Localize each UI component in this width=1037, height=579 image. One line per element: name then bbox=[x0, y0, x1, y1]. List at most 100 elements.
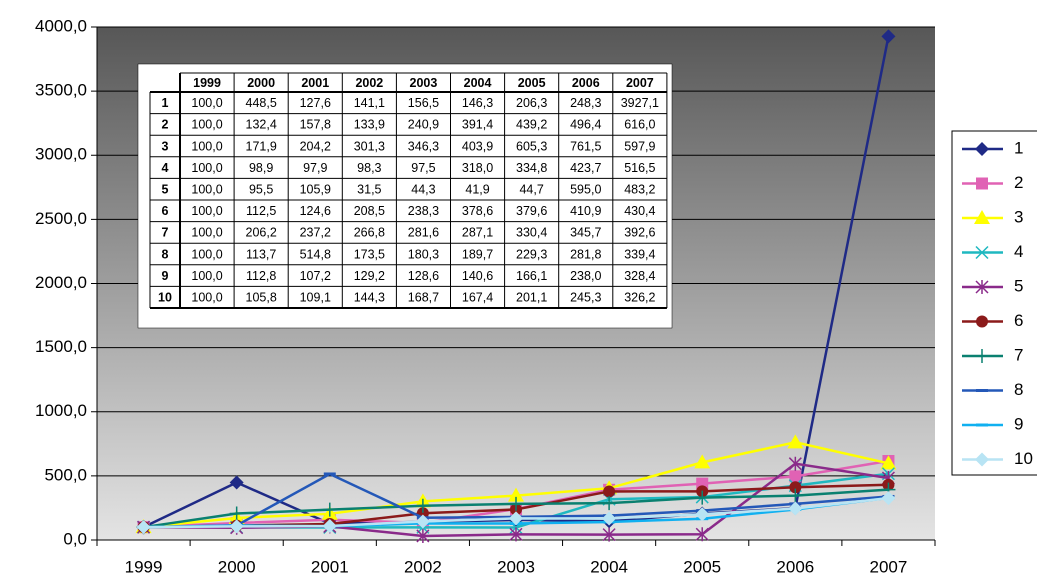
table-cell: 97,5 bbox=[411, 161, 435, 175]
table-cell: 392,6 bbox=[624, 226, 655, 240]
x-tick-label: 1999 bbox=[125, 557, 163, 576]
table-cell: 105,8 bbox=[246, 290, 277, 304]
legend-label: 3 bbox=[1014, 207, 1023, 226]
table-cell: 597,9 bbox=[624, 139, 655, 153]
data-point bbox=[229, 475, 244, 490]
data-point bbox=[136, 520, 151, 535]
data-point bbox=[603, 485, 616, 498]
table-cell: 378,6 bbox=[462, 204, 493, 218]
table-cell: 100,0 bbox=[191, 269, 222, 283]
table-cell: 105,9 bbox=[300, 182, 331, 196]
data-point bbox=[602, 527, 616, 542]
table-cell: 167,4 bbox=[462, 290, 493, 304]
table-cell: 112,5 bbox=[246, 204, 276, 218]
data-point bbox=[508, 487, 524, 502]
table-cell: 44,7 bbox=[519, 182, 543, 196]
table-cell: 201,1 bbox=[516, 290, 547, 304]
y-tick-label: 2500,0 bbox=[35, 209, 87, 228]
table-cell: 287,1 bbox=[462, 226, 493, 240]
legend-marker bbox=[976, 315, 988, 328]
table-cell: 171,9 bbox=[246, 139, 277, 153]
legend-label: 1 bbox=[1014, 138, 1023, 157]
y-tick-label: 4000,0 bbox=[35, 16, 87, 35]
data-point bbox=[229, 519, 244, 534]
legend-label: 4 bbox=[1014, 242, 1023, 261]
table-cell: 483,2 bbox=[624, 182, 655, 196]
table-cell: 326,2 bbox=[624, 290, 655, 304]
table-cell: 206,3 bbox=[516, 96, 547, 110]
table-cell: 41,9 bbox=[465, 182, 489, 196]
table-row-label: 1 bbox=[162, 96, 169, 110]
data-point bbox=[509, 511, 523, 526]
legend-box bbox=[951, 130, 1037, 476]
table-cell: 206,2 bbox=[246, 226, 277, 240]
x-tick-label: 2000 bbox=[218, 557, 256, 576]
table-header: 2001 bbox=[301, 76, 329, 90]
table-cell: 98,9 bbox=[249, 161, 273, 175]
table-cell: 100,0 bbox=[191, 247, 222, 261]
table-cell: 379,6 bbox=[516, 204, 547, 218]
data-point bbox=[787, 434, 804, 449]
table-row-label: 5 bbox=[162, 182, 169, 196]
table-cell: 339,4 bbox=[624, 247, 655, 261]
table-cell: 439,2 bbox=[516, 118, 547, 132]
table-row-label: 9 bbox=[162, 269, 169, 283]
table-cell: 240,9 bbox=[408, 118, 439, 132]
table-header: 2007 bbox=[626, 76, 654, 90]
data-point bbox=[880, 455, 897, 470]
data-point bbox=[695, 507, 710, 522]
table-cell: 281,6 bbox=[408, 226, 439, 240]
data-point bbox=[602, 496, 617, 511]
data-point bbox=[415, 514, 430, 529]
table-cell: 109,1 bbox=[300, 290, 331, 304]
legend-marker bbox=[975, 349, 989, 363]
data-point bbox=[788, 456, 802, 471]
data-point bbox=[415, 498, 430, 513]
table-cell: 141,1 bbox=[354, 96, 385, 110]
legend-marker bbox=[975, 452, 989, 467]
table-cell: 616,0 bbox=[624, 118, 655, 132]
table-row-label: 10 bbox=[158, 290, 172, 304]
table-cell: 113,7 bbox=[246, 247, 276, 261]
table-cell: 100,0 bbox=[191, 161, 222, 175]
table-cell: 100,0 bbox=[191, 226, 222, 240]
table-cell: 133,9 bbox=[354, 118, 385, 132]
table-header: 1999 bbox=[193, 76, 221, 90]
table-cell: 229,3 bbox=[516, 247, 547, 261]
legend-label: 10 bbox=[1014, 449, 1033, 468]
table-cell: 208,5 bbox=[354, 204, 385, 218]
legend-label: 6 bbox=[1014, 311, 1023, 330]
table-cell: 448,5 bbox=[246, 96, 277, 110]
table-cell: 266,8 bbox=[354, 226, 385, 240]
y-tick-label: 3000,0 bbox=[35, 145, 87, 164]
table-cell: 761,5 bbox=[570, 139, 601, 153]
table-cell: 238,3 bbox=[408, 204, 439, 218]
x-tick-label: 2007 bbox=[870, 557, 908, 576]
table-cell: 301,3 bbox=[354, 139, 385, 153]
data-table-bg bbox=[137, 63, 673, 329]
table-cell: 391,4 bbox=[462, 118, 493, 132]
table-cell: 132,4 bbox=[246, 118, 277, 132]
table-cell: 330,4 bbox=[516, 226, 547, 240]
data-point bbox=[788, 501, 803, 516]
table-cell: 334,8 bbox=[516, 161, 547, 175]
table-cell: 237,2 bbox=[300, 226, 331, 240]
table-cell: 44,3 bbox=[411, 182, 435, 196]
x-tick-label: 2003 bbox=[497, 557, 535, 576]
data-point bbox=[881, 29, 896, 44]
x-tick-label: 2004 bbox=[590, 557, 628, 576]
table-cell: 98,3 bbox=[357, 161, 381, 175]
data-point bbox=[881, 491, 896, 506]
table-cell: 3927,1 bbox=[621, 96, 659, 110]
table-cell: 100,0 bbox=[191, 96, 222, 110]
table-cell: 605,3 bbox=[516, 139, 547, 153]
table-cell: 100,0 bbox=[191, 204, 222, 218]
table-cell: 100,0 bbox=[191, 118, 222, 132]
table-row-label: 3 bbox=[162, 139, 169, 153]
table-cell: 100,0 bbox=[191, 182, 222, 196]
table-cell: 140,6 bbox=[462, 269, 493, 283]
legend-label: 9 bbox=[1014, 414, 1023, 433]
table-cell: 496,4 bbox=[570, 118, 601, 132]
table-cell: 127,6 bbox=[300, 96, 331, 110]
